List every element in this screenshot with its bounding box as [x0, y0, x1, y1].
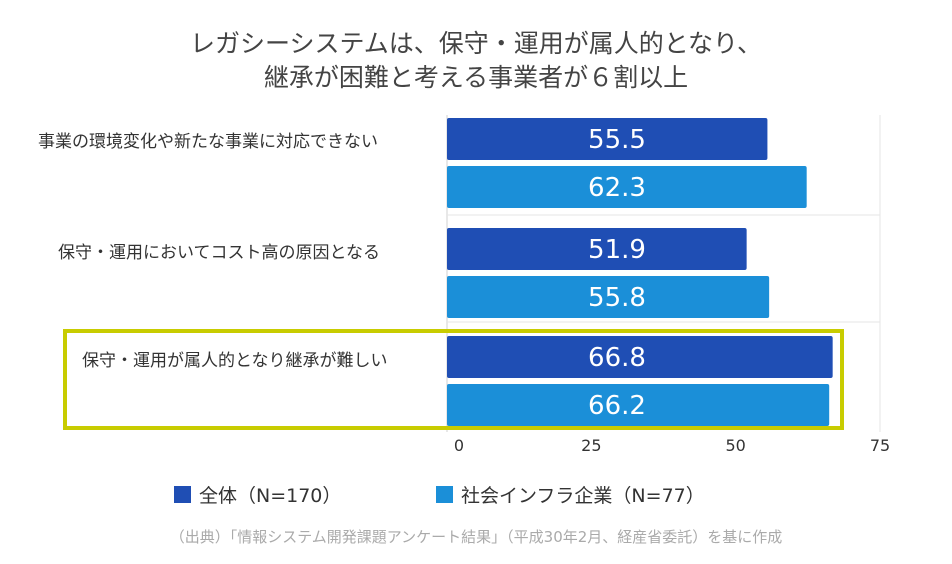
bar-value-label: 66.2 [588, 391, 646, 421]
bar-value-label: 51.9 [588, 235, 646, 265]
legend-label-2: 社会インフラ企業（N=77） [461, 485, 705, 507]
legend-swatch-2 [436, 486, 453, 503]
highlight-box [63, 329, 844, 430]
x-tick-label: 75 [870, 436, 890, 455]
bars: 55.5 62.3 51.9 55.8 66.8 66.2 [447, 118, 833, 426]
x-tick-label: 0 [454, 436, 464, 455]
x-tick-label: 50 [725, 436, 745, 455]
legend-item-1: 全体（N=170） [174, 481, 341, 508]
bar [447, 166, 807, 208]
bar [447, 228, 747, 270]
grid-lines [446, 115, 881, 432]
category-label-3: 保守・運用が属人的となり継承が難しい [82, 351, 388, 371]
legend-item-2: 社会インフラ企業（N=77） [436, 481, 705, 508]
x-axis-ticks: 0 25 50 75 [454, 436, 890, 455]
legend-label-1: 全体（N=170） [199, 485, 342, 507]
legend-swatch-1 [174, 486, 191, 503]
bar-value-label: 55.8 [588, 283, 646, 313]
source-note: （出典）「情報システム開発課題アンケート結果」（平成30年2月、経産省委託）を基… [169, 528, 783, 546]
bar [447, 336, 833, 378]
category-label-2: 保守・運用においてコスト高の原因となる [58, 243, 380, 263]
chart-title-line2: 継承が困難と考える事業者が６割以上 [263, 63, 689, 92]
x-tick-label: 25 [581, 436, 601, 455]
category-label-1: 事業の環境変化や新たな事業に対応できない [38, 132, 378, 152]
bar-value-label: 62.3 [588, 173, 646, 203]
bar [447, 384, 830, 426]
bar [447, 276, 770, 318]
chart-title-line1: レガシーシステムは、保守・運用が属人的となり、 [189, 29, 762, 58]
bar [447, 118, 768, 160]
bar-value-label: 66.8 [588, 343, 646, 373]
bar-value-label: 55.5 [588, 125, 646, 155]
